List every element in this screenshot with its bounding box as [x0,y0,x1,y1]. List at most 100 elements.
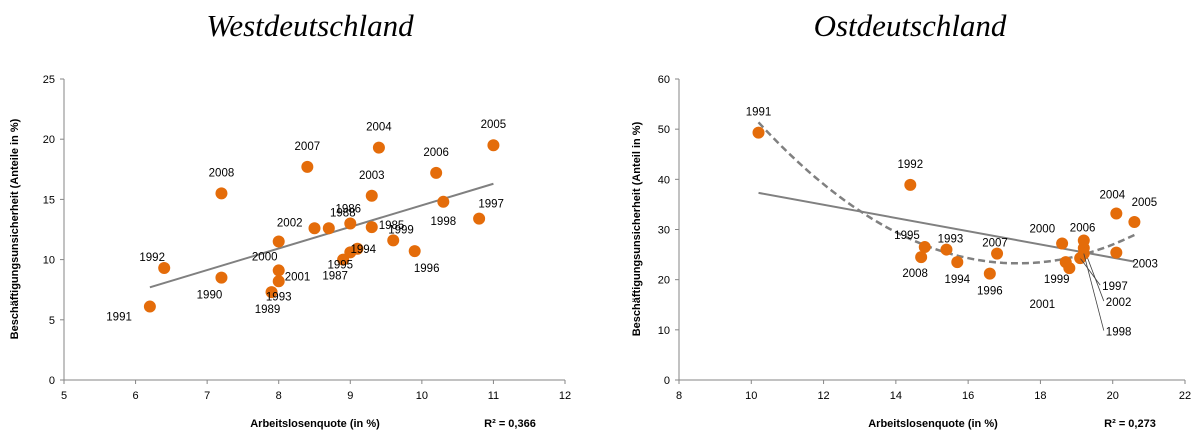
chart-panel-east: 0 10 20 30 40 50 60 8 10 12 14 16 18 20 22 Arbeitslosen… [631,74,1191,430]
x-tick-label: 16 [962,390,974,402]
data-label: 1987 [322,271,348,283]
data-point [1110,246,1123,259]
x-tick-label: 5 [61,390,67,402]
data-label: 2000 [1030,224,1056,236]
data-point [344,217,357,230]
data-label: 1997 [1102,281,1128,293]
y-tick-label: 10 [658,325,670,337]
y-tick-label: 5 [49,315,55,327]
data-label: 1991 [746,107,772,119]
x-tick-label: 20 [1107,390,1119,402]
data-label: 1993 [266,291,292,303]
data-point [437,195,450,208]
data-point [158,262,171,275]
data-label: 2008 [902,268,928,280]
x-tick-label: 10 [745,390,757,402]
data-point [991,247,1004,260]
data-label: 1995 [894,230,920,242]
x-tick-label: 12 [817,390,829,402]
data-label: 1996 [414,263,440,275]
data-label: 2000 [252,252,278,264]
data-point [387,234,400,247]
linear-trendline [758,191,1135,263]
data-label: 1999 [1044,274,1070,286]
data-label: 1993 [938,234,964,246]
data-label-leader [1083,253,1105,331]
data-label: 2002 [277,217,303,229]
data-label: 1991 [106,312,132,324]
data-point [487,139,500,152]
data-point [430,166,443,179]
data-label: 2004 [366,122,392,134]
data-label: 1989 [255,304,281,316]
data-label: 1992 [898,159,924,171]
data-point [1056,237,1069,250]
data-label: 2004 [1100,189,1126,201]
data-label: 2002 [1106,297,1132,309]
data-point [752,126,765,139]
data-label: 1986 [335,203,361,215]
data-label: 1990 [197,290,223,302]
x-tick-label: 12 [559,390,571,402]
x-tick-label: 9 [347,390,353,402]
data-label: 1985 [379,220,405,232]
data-point [918,241,931,254]
data-label: 1996 [977,286,1003,298]
x-axis-label: Arbeitslosenquote (in %) [250,418,380,430]
data-label: 1988 [330,207,356,219]
data-point [351,242,364,255]
data-label: 1998 [431,216,457,228]
y-tick-label: 60 [658,74,670,86]
data-label: 1995 [327,259,353,271]
data-label: 2007 [982,238,1008,250]
y-tick-label: 0 [664,375,670,387]
data-label: 2001 [1030,299,1056,311]
data-point [308,222,321,235]
y-tick-label: 0 [49,375,55,387]
linear-trendline [149,182,494,289]
data-point [1110,207,1123,220]
data-label: 1992 [139,252,165,264]
data-label: 2003 [359,170,385,182]
x-tick-label: 14 [890,390,902,402]
data-label: 1997 [478,199,504,211]
y-axis-label: Beschäftigungsunsicherheit (Anteile in %… [9,118,21,339]
data-point [1128,215,1141,228]
x-tick-label: 7 [204,390,210,402]
data-point [365,189,378,202]
data-point [940,243,953,256]
chart-title-west: Westdeutschland [206,8,414,43]
data-label: 1999 [388,224,414,236]
chart-title-east: Ostdeutschland [813,8,1007,43]
data-label-leader [1079,257,1101,286]
data-label: 2001 [285,271,311,283]
x-tick-label: 11 [488,390,499,402]
data-label: 2006 [423,147,449,159]
x-tick-label: 8 [276,390,282,402]
r-squared-label: R² = 0,273 [1104,418,1156,430]
y-tick-label: 15 [43,194,55,206]
data-label: 1994 [350,244,376,256]
data-point [473,212,486,225]
data-point [143,300,156,313]
y-tick-label: 10 [43,255,55,267]
y-tick-label: 50 [658,124,670,136]
data-point [272,275,285,288]
x-tick-label: 10 [416,390,428,402]
y-tick-label: 30 [658,225,670,237]
data-label: 2005 [1132,197,1158,209]
data-label: 2008 [209,167,235,179]
data-label: 2007 [295,141,321,153]
data-label: 1998 [1106,327,1132,339]
data-point [301,160,314,173]
y-tick-label: 40 [658,174,670,186]
x-tick-label: 18 [1034,390,1046,402]
x-axis-label: Arbeitslosenquote (in %) [868,418,998,430]
data-point [372,141,385,154]
data-point [904,178,917,191]
x-tick-label: 8 [676,390,682,402]
data-point [1077,234,1090,247]
data-point [272,235,285,248]
